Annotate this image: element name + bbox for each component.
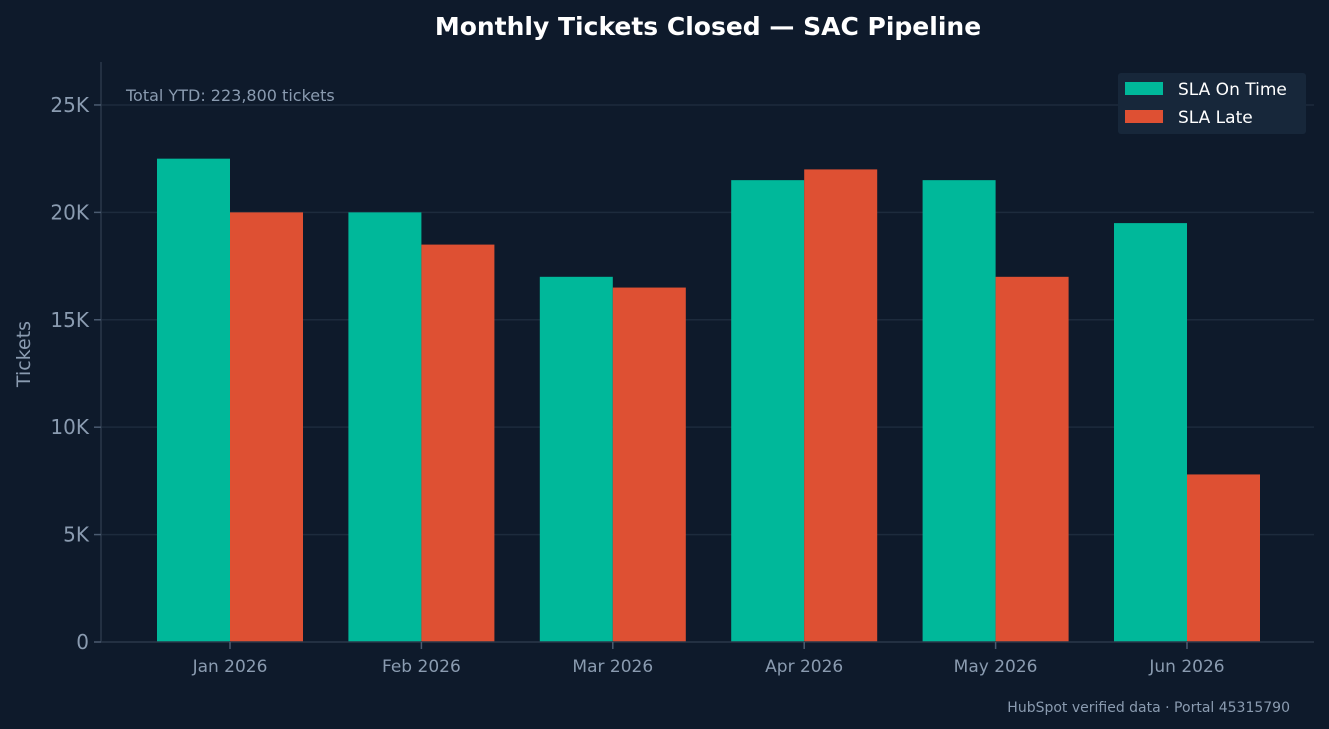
y-tick-label: 5K <box>63 523 90 547</box>
y-tick-label: 10K <box>50 415 89 439</box>
x-axis-ticks: Jan 2026 Feb 2026 Mar 2026 Apr 2026 May 2026… <box>192 642 1225 677</box>
bar-sla-late <box>612 287 686 642</box>
y-tick-label: 15K <box>50 308 89 332</box>
y-tick-label: 0 <box>76 630 89 654</box>
legend-label: SLA On Time <box>1178 80 1287 100</box>
bar-sla-on-time <box>731 180 805 643</box>
y-axis-label: Tickets <box>13 321 35 388</box>
legend-swatch <box>1125 110 1163 123</box>
bars <box>157 158 1260 643</box>
total-ytd-annotation: Total YTD: 223,800 tickets <box>125 86 335 105</box>
legend-box <box>1118 73 1306 134</box>
x-tick-label: Jan 2026 <box>192 657 268 677</box>
legend: SLA On Time SLA Late <box>1118 73 1306 134</box>
y-tick-label: 20K <box>50 200 89 224</box>
axes <box>100 62 1314 643</box>
bar-sla-late <box>230 212 303 643</box>
y-axis-ticks: 0 5K 10K 15K 20K 25K <box>50 93 101 654</box>
bar-sla-on-time <box>348 212 422 643</box>
bar-sla-on-time <box>157 158 230 642</box>
bar-sla-on-time <box>1114 223 1187 642</box>
bar-sla-late <box>804 169 878 642</box>
x-tick-label: Mar 2026 <box>572 657 653 677</box>
bar-sla-late <box>995 276 1069 642</box>
footer-note: HubSpot verified data · Portal 45315790 <box>1007 700 1290 716</box>
bar-sla-on-time <box>539 276 613 642</box>
x-tick-label: Jun 2026 <box>1148 657 1224 677</box>
legend-swatch <box>1125 82 1163 95</box>
gridlines <box>101 104 1314 536</box>
bar-sla-late <box>421 244 495 642</box>
legend-label: SLA Late <box>1178 108 1253 128</box>
x-tick-label: May 2026 <box>954 657 1038 677</box>
x-tick-label: Apr 2026 <box>765 657 843 677</box>
y-tick-label: 25K <box>50 93 89 117</box>
x-tick-label: Feb 2026 <box>382 657 461 677</box>
bar-sla-late <box>1187 474 1260 642</box>
chart-title: Monthly Tickets Closed — SAC Pipeline <box>435 12 981 41</box>
bar-sla-on-time <box>922 180 996 643</box>
